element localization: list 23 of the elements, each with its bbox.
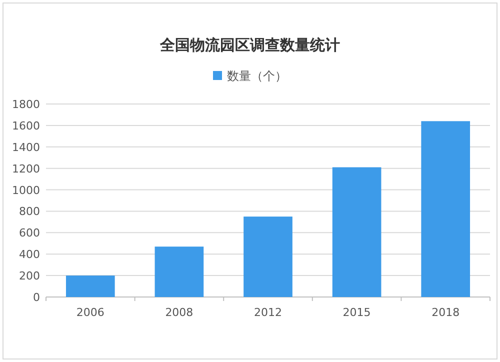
legend: 数量（个） <box>213 69 287 83</box>
y-tick-label: 800 <box>19 205 40 218</box>
bar <box>244 216 292 297</box>
x-tick-label: 2018 <box>432 306 460 319</box>
y-tick-label: 1800 <box>12 98 40 111</box>
bar <box>421 121 470 297</box>
x-tick-label: 2008 <box>165 306 194 319</box>
y-tick-label: 1400 <box>12 140 40 154</box>
y-tick-label: 1000 <box>12 184 40 197</box>
y-tick-label: 1200 <box>12 162 40 176</box>
y-tick-label: 200 <box>19 270 40 283</box>
y-tick-label: 0 <box>33 291 40 304</box>
y-tick-label: 600 <box>19 226 40 240</box>
y-tick-label: 1600 <box>12 119 40 132</box>
x-tick-label: 2006 <box>76 306 104 319</box>
bar <box>66 276 115 297</box>
chart-title: 全国物流园区调查数量统计 <box>159 36 340 54</box>
legend-label: 数量（个） <box>227 69 287 83</box>
y-tick-label: 400 <box>19 248 40 262</box>
bar <box>154 246 204 297</box>
bar <box>332 167 382 297</box>
x-tick-label: 2015 <box>342 306 371 319</box>
x-tick-label: 2012 <box>254 306 282 319</box>
